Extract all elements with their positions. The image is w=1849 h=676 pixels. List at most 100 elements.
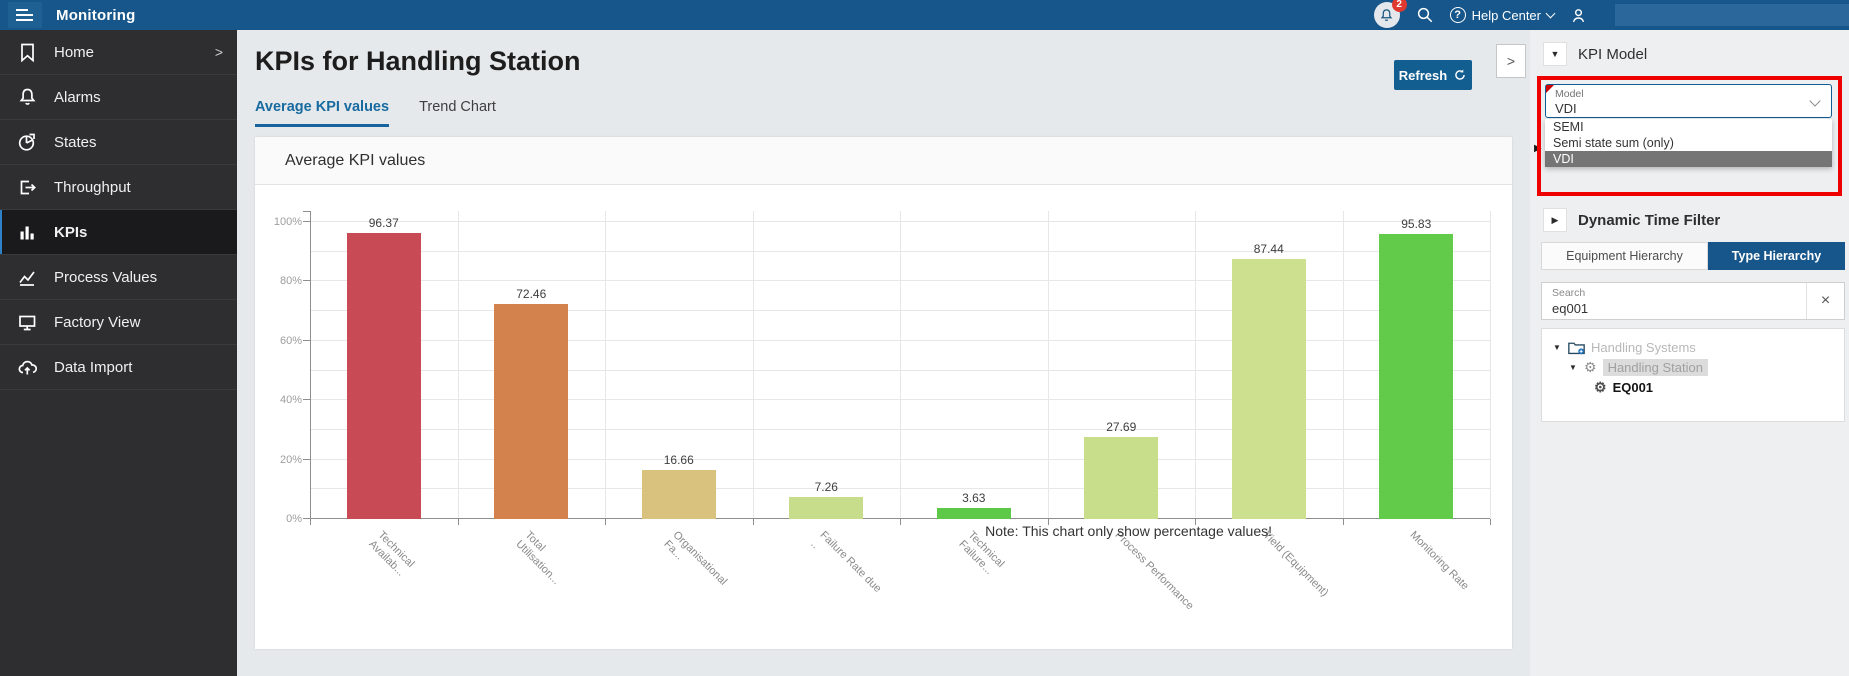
expand-triangle-icon[interactable]: ▶ xyxy=(1543,208,1567,232)
dropdown-option-semi[interactable]: SEMI xyxy=(1553,120,1584,134)
dropdown-option-semi-state-sum-only-[interactable]: Semi state sum (only) xyxy=(1553,136,1674,150)
close-icon: × xyxy=(1820,292,1831,309)
tree-item-eq001[interactable]: ⚙ EQ001 xyxy=(1542,377,1844,397)
model-select-value: VDI xyxy=(1555,101,1577,116)
sidebar-item-label: Home xyxy=(54,43,95,61)
right-panel-collapse-button[interactable]: > xyxy=(1496,44,1526,78)
sidebar-item-label: KPIs xyxy=(54,223,88,241)
menu-icon[interactable] xyxy=(8,2,42,28)
bar-chart: 0% 20% 40% 60% 80% 100% 96.37 72.46 16.66 7.26 3.6… xyxy=(255,185,1512,649)
bar-value-label: 7.26 xyxy=(814,480,838,495)
y-tick-label: 100% xyxy=(273,216,302,228)
y-tick-label: 40% xyxy=(279,394,302,407)
red-callout-box xyxy=(1537,76,1842,196)
bar-value-label: 96.37 xyxy=(368,215,399,230)
dynamic-time-filter-section-header: ▶ Dynamic Time Filter xyxy=(1543,208,1720,232)
sidebar-item-label: Data Import xyxy=(54,358,133,376)
chart-bar[interactable] xyxy=(641,469,716,519)
chart-bar[interactable] xyxy=(1379,234,1454,519)
clear-search-button[interactable]: × xyxy=(1806,283,1844,319)
tree-item-label: EQ001 xyxy=(1612,379,1654,395)
bell-icon xyxy=(1380,8,1393,21)
chart-bar[interactable] xyxy=(494,303,569,519)
refresh-button[interactable]: Refresh xyxy=(1394,60,1472,90)
x-axis xyxy=(310,518,1490,519)
bell-icon xyxy=(16,86,38,108)
gridline xyxy=(1342,211,1344,519)
bar-value-label: 72.46 xyxy=(516,286,547,301)
notifications-button[interactable]: 2 xyxy=(1373,0,1407,28)
tab-equipment-hierarchy[interactable]: Equipment Hierarchy xyxy=(1541,242,1708,270)
sidebar-item-data-import[interactable]: Data Import xyxy=(0,345,237,390)
y-axis-tick xyxy=(303,339,310,341)
sidebar-item-label: Factory View xyxy=(54,313,141,331)
help-icon: ? xyxy=(1449,7,1466,23)
model-select[interactable]: Model VDI xyxy=(1545,84,1832,118)
modified-corner-indicator xyxy=(1546,85,1554,93)
gridline xyxy=(752,211,754,519)
x-axis-tick xyxy=(752,519,754,525)
help-center-label: Help Center xyxy=(1471,7,1541,23)
tab-average-kpi-values[interactable]: Average KPI values xyxy=(255,99,390,127)
chart-panel-title: Average KPI values xyxy=(255,137,1512,185)
sidebar-item-kpis[interactable]: KPIs xyxy=(0,210,237,255)
model-select-label: Model xyxy=(1555,88,1584,100)
header-search-field[interactable] xyxy=(1615,4,1849,26)
chart-bar[interactable] xyxy=(346,232,421,519)
chart-bar[interactable] xyxy=(789,497,864,519)
tree-item-handling-systems[interactable]: ▼ Handling Systems xyxy=(1542,337,1844,357)
chart-bar[interactable] xyxy=(1231,259,1306,519)
gridline xyxy=(457,211,459,519)
user-button[interactable] xyxy=(1570,7,1587,24)
sidebar-item-alarms[interactable]: Alarms xyxy=(0,75,237,120)
bar-value-label: 95.83 xyxy=(1401,217,1432,232)
sidebar-item-states[interactable]: States xyxy=(0,120,237,165)
chart-panel: Average KPI values 0% 20% 40% 60% 80% 100% 96.… xyxy=(255,137,1512,649)
sidebar-item-throughput[interactable]: Throughput xyxy=(0,165,237,210)
chart-bar[interactable] xyxy=(936,508,1011,519)
page-title: KPIs for Handling Station xyxy=(255,46,581,76)
refresh-button-label: Refresh xyxy=(1398,67,1448,83)
tab-trend-chart[interactable]: Trend Chart xyxy=(419,99,496,115)
tree-item-handling-station[interactable]: ▼ ⚙ Handling Station xyxy=(1542,357,1844,377)
x-category-label: Total Utilisation... xyxy=(513,529,563,587)
y-tick-label: 20% xyxy=(279,453,302,466)
x-axis-tick xyxy=(1195,519,1196,525)
hierarchy-tabs: Equipment Hierarchy Type Hierarchy xyxy=(1541,242,1845,270)
y-tick-label: 80% xyxy=(279,275,302,288)
help-center-menu[interactable]: ? Help Center xyxy=(1449,7,1556,23)
kpi-model-label: KPI Model xyxy=(1578,45,1648,63)
x-category-label: Organisational Fa... xyxy=(661,529,729,588)
tree-expanded-icon: ▼ xyxy=(1553,342,1561,352)
sidebar-item-label: Alarms xyxy=(54,88,101,106)
bar-chart-icon xyxy=(16,221,38,243)
sidebar-item-label: Process Values xyxy=(54,268,158,286)
bookmark-icon xyxy=(16,41,38,63)
box-arrow-icon xyxy=(16,176,38,198)
chart-bar[interactable] xyxy=(1084,436,1159,519)
hierarchy-search: Search eq001 × xyxy=(1541,282,1845,320)
bar-value-label: 27.69 xyxy=(1106,419,1137,434)
gridline xyxy=(1047,211,1049,519)
collapse-triangle-icon[interactable]: ▼ xyxy=(1543,42,1567,66)
search-input-value: eq001 xyxy=(1552,301,1589,316)
gridline xyxy=(605,211,606,519)
kpi-model-section-header: ▼ KPI Model xyxy=(1543,42,1647,66)
search-input[interactable]: Search eq001 xyxy=(1542,283,1806,319)
gear-icon: ⚙ xyxy=(1584,358,1597,375)
sidebar-item-home[interactable]: Home > xyxy=(0,30,237,75)
y-axis-tick xyxy=(303,221,310,222)
dropdown-option-vdi[interactable]: VDI xyxy=(1545,151,1832,167)
right-panel: ▼ KPI Model ▶ Model VDI SEMI Semi state s… xyxy=(1530,30,1849,676)
app-title: Monitoring xyxy=(56,6,136,24)
app-header: Monitoring 2 ? Help Center xyxy=(0,0,1849,30)
person-icon xyxy=(1572,8,1585,22)
sidebar-item-factory-view[interactable]: Factory View xyxy=(0,300,237,345)
y-axis-cap-tick xyxy=(303,211,311,212)
x-category-label: Yield (Equipment) xyxy=(1260,529,1331,600)
sidebar-item-process-values[interactable]: Process Values xyxy=(0,255,237,300)
search-button[interactable] xyxy=(1416,6,1434,24)
chevron-down-icon xyxy=(1809,95,1821,107)
cloud-upload-icon xyxy=(16,356,38,378)
tab-type-hierarchy[interactable]: Type Hierarchy xyxy=(1708,242,1845,270)
